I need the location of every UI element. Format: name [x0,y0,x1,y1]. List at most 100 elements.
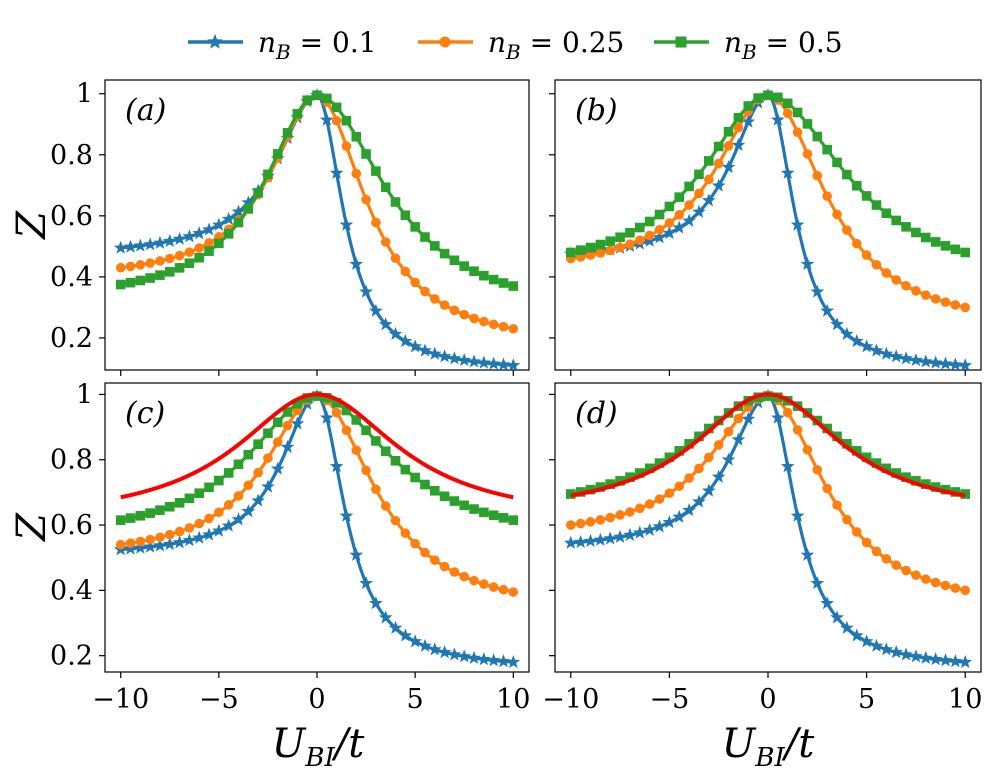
data-point [359,284,373,298]
data-point [684,200,694,210]
data-point [145,534,155,545]
data-point [251,493,265,507]
data-point [861,452,872,463]
data-point [174,250,185,261]
data-point [194,252,205,263]
data-point [694,188,704,199]
panel-d: −10 −5 0 5 10 (d) [542,382,982,715]
data-point [488,274,499,285]
data-point [930,577,941,588]
data-point [214,238,224,249]
data-point [918,650,933,664]
data-point [625,227,635,238]
data-point [635,235,645,245]
data-point [371,166,381,176]
series-1 [113,88,521,370]
data-point [593,532,608,546]
data-point [802,444,813,455]
data-point [486,653,501,667]
data-point [243,480,254,491]
data-point [812,131,823,142]
data-point [253,188,263,198]
data-point [400,210,411,221]
data-point [832,209,842,220]
data-point [192,530,207,544]
series-line [120,93,514,331]
data-point [635,222,645,233]
data-point [930,482,941,492]
data-point [674,481,685,492]
data-point [125,538,136,548]
series-line [120,394,514,594]
data-point [270,461,285,475]
data-point [508,587,519,597]
data-point [563,535,578,549]
data-point [802,119,813,129]
data-point [723,426,734,437]
data-point [361,465,371,476]
data-point [842,439,852,449]
data-point [830,610,844,624]
data-point [221,518,236,532]
data-point [565,247,576,258]
data-point [174,263,185,273]
data-point [733,413,744,424]
data-point [771,112,785,126]
data-point [449,255,460,266]
data-point [938,653,953,667]
data-point [684,181,694,192]
data-point [437,645,452,659]
data-point [459,261,470,271]
data-point [135,260,146,270]
data-point [820,596,835,610]
data-point [615,242,625,253]
data-point [810,576,825,590]
data-point [851,238,862,249]
data-point [642,522,657,536]
data-point [632,525,647,539]
data-point [498,584,509,595]
data-point [135,536,146,547]
data-point [812,464,823,475]
data-point [339,217,354,231]
data-point [851,446,862,456]
data-point [398,628,413,642]
data-point [410,472,420,483]
data-point [390,253,401,263]
data-point [400,266,411,277]
x-axis-label: UBI/t [272,721,366,773]
data-point [488,510,499,521]
data-point [155,505,165,515]
data-point [832,500,842,510]
y-tick-label: 0.4 [50,262,93,293]
data-point [603,531,618,545]
data-point [115,279,126,290]
data-point [479,270,489,281]
legend-label: nB = 0.25 [488,26,624,64]
y-tick-label: 0.6 [50,510,93,541]
data-point [214,507,224,518]
panel-a: 0.2 0.4 0.6 0.8 1 (a) [50,79,530,376]
data-point [263,169,273,180]
data-point [869,638,884,652]
series-2 [565,90,971,313]
legend-entry: nB = 0.25 [418,26,624,64]
data-point [506,358,521,370]
data-point [113,240,128,254]
data-point [615,232,625,243]
data-point [575,518,586,529]
data-point [652,230,667,244]
data-point [840,620,854,634]
data-point [302,95,312,106]
data-point [361,149,371,159]
data-point [212,523,226,537]
data-point [339,508,354,522]
data-point [469,313,479,324]
data-point [371,217,381,228]
data-point [341,141,352,151]
data-point [635,468,645,478]
data-point [351,445,362,456]
data-point [292,398,303,409]
data-point [920,479,931,489]
data-point [174,526,185,537]
